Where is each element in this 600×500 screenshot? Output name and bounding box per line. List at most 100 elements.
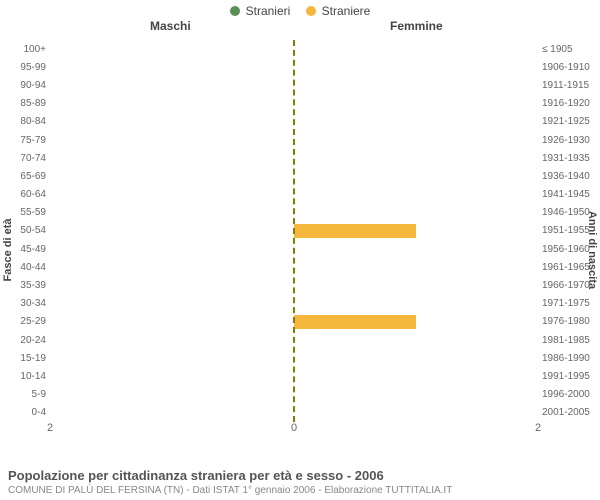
male-cell (50, 186, 294, 204)
age-label: 35-39 (0, 280, 50, 291)
age-row: 5-91996-2000 (50, 386, 538, 404)
x-tick: 2 (47, 422, 53, 434)
birth-year-label: 1961-1965 (538, 262, 600, 273)
male-cell (50, 113, 294, 131)
plot-area: 100+≤ 190595-991906-191090-941911-191585… (50, 40, 538, 436)
age-row: 50-541951-1955 (50, 222, 538, 240)
female-bar (294, 224, 416, 238)
female-cell (294, 149, 538, 167)
age-row: 90-941911-1915 (50, 76, 538, 94)
age-label: 70-74 (0, 153, 50, 164)
male-cell (50, 167, 294, 185)
male-cell (50, 204, 294, 222)
female-cell (294, 95, 538, 113)
female-cell (294, 40, 538, 58)
age-row: 100+≤ 1905 (50, 40, 538, 58)
column-title-male: Maschi (150, 19, 191, 33)
age-row: 70-741931-1935 (50, 149, 538, 167)
age-label: 15-19 (0, 353, 50, 364)
age-row: 10-141991-1995 (50, 367, 538, 385)
birth-year-label: 1911-1915 (538, 80, 600, 91)
age-label: 45-49 (0, 244, 50, 255)
column-title-female: Femmine (390, 19, 443, 33)
male-cell (50, 58, 294, 76)
female-bar (294, 315, 416, 329)
female-cell (294, 367, 538, 385)
female-cell (294, 258, 538, 276)
legend-label: Stranieri (246, 4, 291, 18)
age-label: 65-69 (0, 171, 50, 182)
column-titles: Maschi Femmine (0, 19, 600, 37)
birth-year-label: 1906-1910 (538, 62, 600, 73)
birth-year-label: 1946-1950 (538, 207, 600, 218)
legend-item-straniere: Straniere (306, 4, 371, 18)
age-label: 20-24 (0, 335, 50, 346)
female-cell (294, 167, 538, 185)
legend-label: Straniere (322, 4, 371, 18)
age-label: 25-29 (0, 316, 50, 327)
birth-year-label: 1996-2000 (538, 389, 600, 400)
male-cell (50, 276, 294, 294)
legend-dot-icon (230, 6, 240, 16)
female-cell (294, 186, 538, 204)
x-tick: 2 (535, 422, 541, 434)
male-cell (50, 349, 294, 367)
age-label: 40-44 (0, 262, 50, 273)
age-label: 10-14 (0, 371, 50, 382)
birth-year-label: 1981-1985 (538, 335, 600, 346)
female-cell (294, 276, 538, 294)
age-row: 25-291976-1980 (50, 313, 538, 331)
age-row: 60-641941-1945 (50, 186, 538, 204)
female-cell (294, 204, 538, 222)
age-label: 30-34 (0, 298, 50, 309)
age-row: 55-591946-1950 (50, 204, 538, 222)
birth-year-label: ≤ 1905 (538, 44, 600, 55)
legend-dot-icon (306, 6, 316, 16)
female-cell (294, 76, 538, 94)
rows-container: 100+≤ 190595-991906-191090-941911-191585… (50, 40, 538, 422)
female-cell (294, 295, 538, 313)
male-cell (50, 95, 294, 113)
male-cell (50, 331, 294, 349)
age-row: 30-341971-1975 (50, 295, 538, 313)
age-row: 85-891916-1920 (50, 95, 538, 113)
male-cell (50, 76, 294, 94)
male-cell (50, 222, 294, 240)
age-row: 45-491956-1960 (50, 240, 538, 258)
birth-year-label: 1921-1925 (538, 116, 600, 127)
birth-year-label: 1986-1990 (538, 353, 600, 364)
population-pyramid-chart: Stranieri Straniere Maschi Femmine Fasce… (0, 0, 600, 500)
male-cell (50, 40, 294, 58)
age-label: 90-94 (0, 80, 50, 91)
age-label: 100+ (0, 44, 50, 55)
birth-year-label: 1956-1960 (538, 244, 600, 255)
female-cell (294, 331, 538, 349)
x-axis: 2 0 2 (50, 422, 538, 436)
birth-year-label: 1936-1940 (538, 171, 600, 182)
female-cell (294, 240, 538, 258)
age-label: 5-9 (0, 389, 50, 400)
male-cell (50, 404, 294, 422)
age-row: 40-441961-1965 (50, 258, 538, 276)
male-cell (50, 367, 294, 385)
age-row: 20-241981-1985 (50, 331, 538, 349)
female-cell (294, 313, 538, 331)
female-cell (294, 386, 538, 404)
age-label: 0-4 (0, 407, 50, 418)
male-cell (50, 149, 294, 167)
age-row: 35-391966-1970 (50, 276, 538, 294)
birth-year-label: 1966-1970 (538, 280, 600, 291)
chart-subtitle: COMUNE DI PALÙ DEL FERSINA (TN) - Dati I… (8, 485, 592, 496)
birth-year-label: 1916-1920 (538, 98, 600, 109)
female-cell (294, 222, 538, 240)
age-row: 0-42001-2005 (50, 404, 538, 422)
age-row: 80-841921-1925 (50, 113, 538, 131)
male-cell (50, 258, 294, 276)
age-label: 50-54 (0, 225, 50, 236)
female-cell (294, 349, 538, 367)
legend: Stranieri Straniere (0, 0, 600, 19)
age-label: 95-99 (0, 62, 50, 73)
age-row: 75-791926-1930 (50, 131, 538, 149)
birth-year-label: 1951-1955 (538, 225, 600, 236)
age-label: 60-64 (0, 189, 50, 200)
